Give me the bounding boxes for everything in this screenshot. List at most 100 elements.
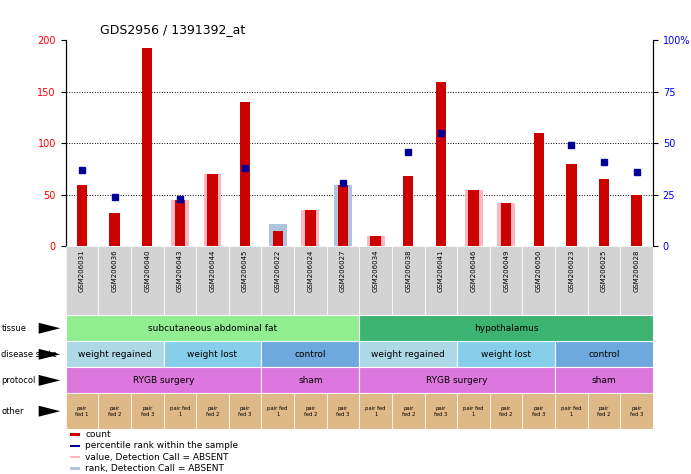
Text: GSM206046: GSM206046 [471,249,477,292]
Bar [142,47,153,246]
Text: pair
fed 2: pair fed 2 [500,406,513,417]
Bar [164,246,196,315]
Bar [77,185,87,246]
Text: GSM206027: GSM206027 [340,249,346,292]
Text: pair fed
1: pair fed 1 [169,406,190,417]
Bar [269,224,287,246]
Polygon shape [39,375,60,386]
Bar [164,393,196,429]
Text: pair fed
1: pair fed 1 [561,406,582,417]
Text: RYGB surgery: RYGB surgery [133,376,194,385]
Bar [66,246,98,315]
Bar [359,246,392,315]
Text: subcutaneous abdominal fat: subcutaneous abdominal fat [148,324,277,333]
Bar [66,315,359,341]
Bar [392,246,424,315]
Bar [66,367,261,393]
Bar [359,315,653,341]
Bar [70,456,80,458]
Text: GSM206031: GSM206031 [79,249,85,292]
Text: GSM206044: GSM206044 [209,249,216,292]
Text: GSM206034: GSM206034 [372,249,379,292]
Bar [435,82,446,246]
Text: pair
fed 3: pair fed 3 [337,406,350,417]
Bar [261,246,294,315]
Text: disease state: disease state [1,350,57,359]
Text: GSM206024: GSM206024 [307,249,314,292]
Bar [621,246,653,315]
Text: GSM206040: GSM206040 [144,249,150,292]
Bar [204,174,221,246]
Text: GDS2956 / 1391392_at: GDS2956 / 1391392_at [100,23,245,36]
Text: pair
fed 1: pair fed 1 [75,406,88,417]
Text: RYGB surgery: RYGB surgery [426,376,488,385]
Bar [457,246,490,315]
Bar [338,185,348,246]
Bar [70,445,80,447]
Bar [555,341,653,367]
Text: control: control [588,350,620,359]
Bar [66,393,98,429]
Text: GSM206050: GSM206050 [536,249,542,292]
Bar [490,246,522,315]
Bar [468,190,479,246]
Bar [229,246,261,315]
Text: pair
fed 2: pair fed 2 [597,406,611,417]
Bar [164,341,261,367]
Text: pair fed
1: pair fed 1 [366,406,386,417]
Bar [522,246,555,315]
Bar [261,367,359,393]
Bar [261,341,359,367]
Polygon shape [39,323,60,334]
Text: pair
fed 3: pair fed 3 [140,406,154,417]
Text: count: count [86,430,111,439]
Bar [66,341,164,367]
Text: protocol: protocol [1,376,36,385]
Bar [175,200,185,246]
Text: pair
fed 2: pair fed 2 [108,406,122,417]
Text: GSM206036: GSM206036 [111,249,117,292]
Text: pair
fed 3: pair fed 3 [532,406,545,417]
Text: pair
fed 2: pair fed 2 [206,406,219,417]
Bar [272,231,283,246]
Text: weight regained: weight regained [371,350,445,359]
Bar [424,393,457,429]
Bar [261,393,294,429]
Bar [424,246,457,315]
Bar [621,393,653,429]
Text: pair
fed 2: pair fed 2 [401,406,415,417]
Bar [632,195,642,246]
Bar [367,236,385,246]
Bar [457,393,490,429]
Bar [599,180,609,246]
Polygon shape [39,406,60,417]
Text: weight lost: weight lost [187,350,238,359]
Text: GSM206041: GSM206041 [438,249,444,292]
Text: sham: sham [298,376,323,385]
Polygon shape [39,349,60,360]
Bar [501,203,511,246]
Bar [301,210,319,246]
Bar [294,393,327,429]
Bar [334,185,352,246]
Bar [359,341,457,367]
Text: rank, Detection Call = ABSENT: rank, Detection Call = ABSENT [86,464,225,473]
Bar [98,246,131,315]
Text: pair fed
1: pair fed 1 [463,406,484,417]
Text: value, Detection Call = ABSENT: value, Detection Call = ABSENT [86,453,229,462]
Bar [555,367,653,393]
Bar [533,133,544,246]
Bar [555,246,588,315]
Bar [464,190,482,246]
Bar [392,393,424,429]
Text: GSM206028: GSM206028 [634,249,640,292]
Bar [131,393,164,429]
Bar [109,213,120,246]
Bar [98,393,131,429]
Bar [269,231,287,246]
Text: pair
fed 2: pair fed 2 [303,406,317,417]
Text: GSM206023: GSM206023 [569,249,574,292]
Bar [305,210,316,246]
Bar [196,246,229,315]
Bar [498,203,515,246]
